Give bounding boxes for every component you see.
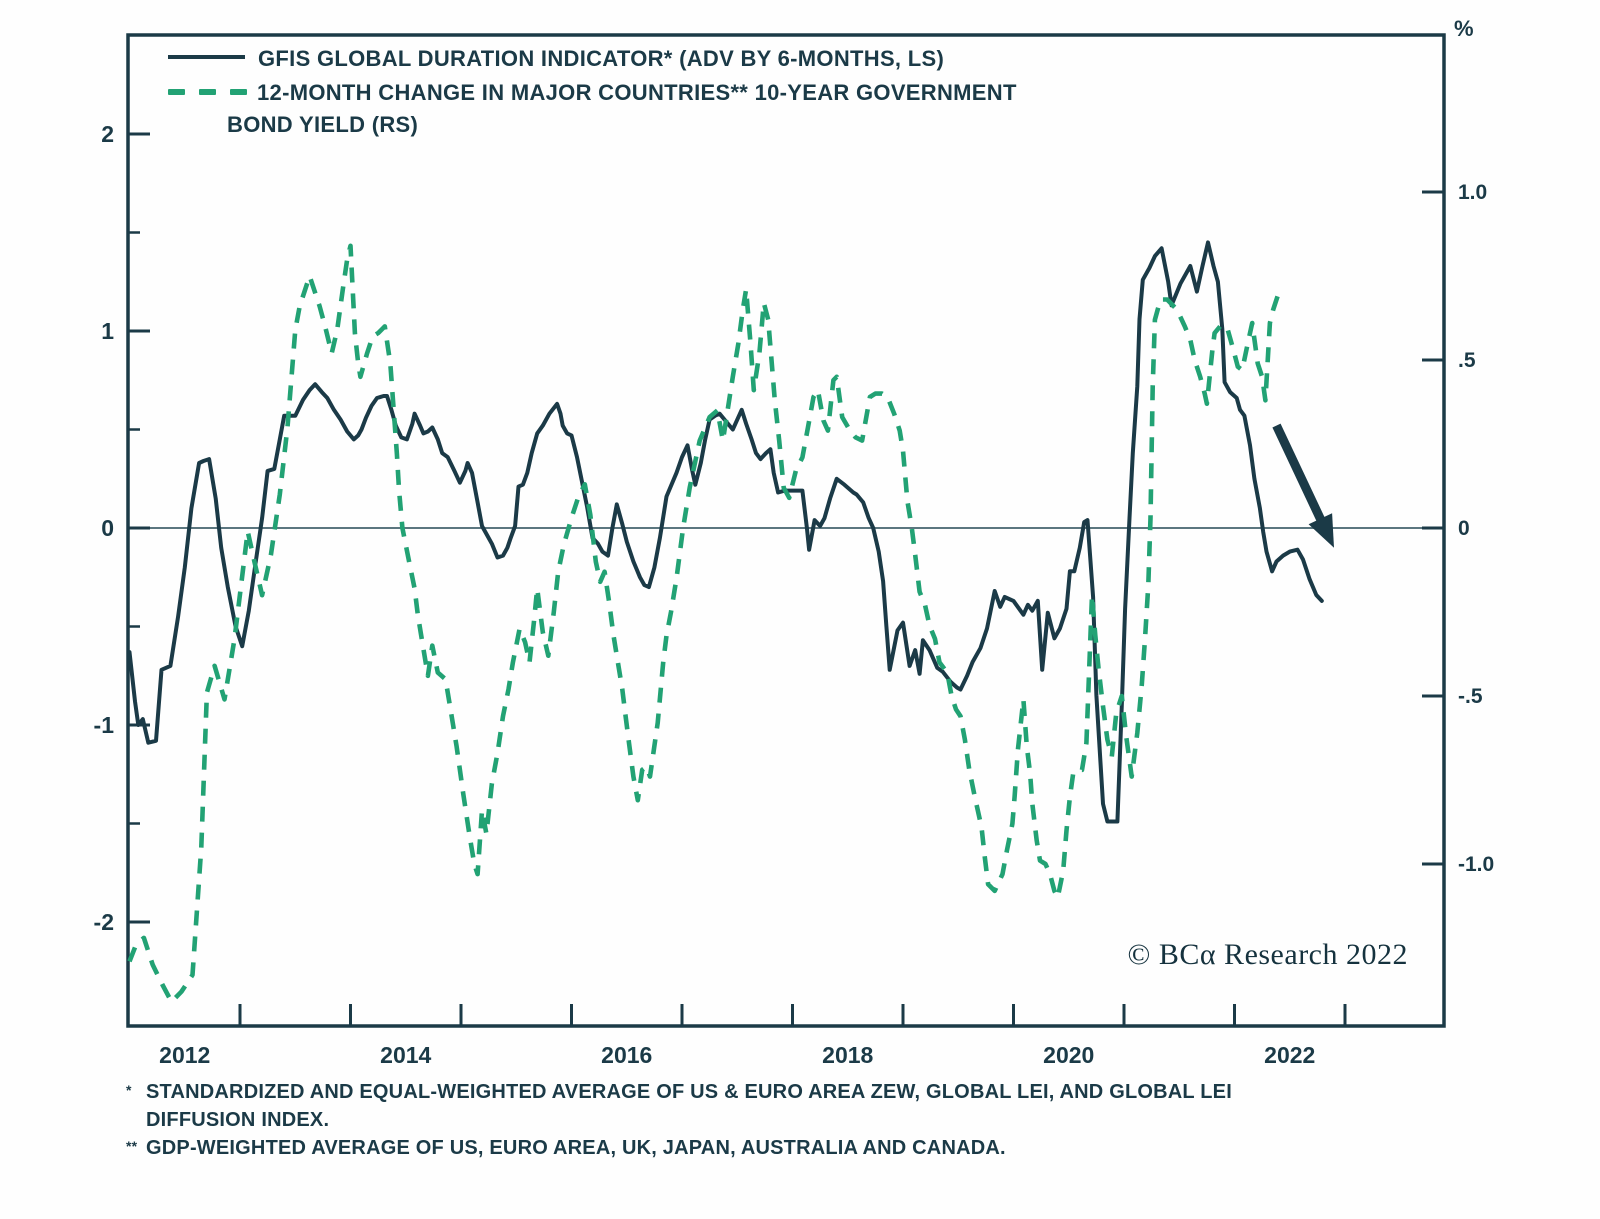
bond-yield-change-line xyxy=(127,243,1280,1005)
x-axis-year-label: 2012 xyxy=(159,1042,210,1068)
x-axis-year-label: 2014 xyxy=(380,1042,431,1068)
footnote-1-line1: STANDARDIZED AND EQUAL-WEIGHTED AVERAGE … xyxy=(146,1081,1232,1103)
right-axis-tick-label: 0 xyxy=(1458,517,1470,540)
downtrend-arrow-shaft xyxy=(1272,423,1327,525)
legend-solid-line-sample xyxy=(168,55,245,59)
right-axis-tick-label: -.5 xyxy=(1458,685,1483,708)
left-axis-tick-label: 2 xyxy=(101,121,114,147)
legend-label-bond-yield-line2: BOND YIELD (RS) xyxy=(227,112,419,137)
legend-dash xyxy=(230,89,247,95)
footnote-2-line1: GDP-WEIGHTED AVERAGE OF US, EURO AREA, U… xyxy=(146,1137,1006,1159)
left-axis-tick-label: -1 xyxy=(94,712,115,738)
footnotes: * STANDARDIZED AND EQUAL-WEIGHTED AVERAG… xyxy=(126,1078,1232,1162)
chart-frame xyxy=(126,33,1446,1028)
x-axis-year-label: 2016 xyxy=(601,1042,652,1068)
right-axis-tick-label: -1.0 xyxy=(1458,853,1494,876)
legend-dashed-line-sample xyxy=(168,89,248,95)
copyright-text: © BCα Research 2022 xyxy=(1127,938,1408,971)
left-axis-tick-label: 1 xyxy=(101,318,114,344)
right-axis-tick-label: .5 xyxy=(1458,349,1476,372)
footnote-1-continued: DIFFUSION INDEX. xyxy=(126,1106,1232,1134)
gfis-duration-line xyxy=(127,240,1324,824)
x-axis-year-label: 2020 xyxy=(1043,1042,1094,1068)
footnote-1-line2: DIFFUSION INDEX. xyxy=(146,1109,330,1131)
footnote-1-marker: * xyxy=(126,1082,132,1098)
x-axis-year-label: 2022 xyxy=(1264,1042,1315,1068)
footnote-2: ** GDP-WEIGHTED AVERAGE OF US, EURO AREA… xyxy=(126,1134,1232,1162)
x-axis-year-label: 2018 xyxy=(822,1042,873,1068)
legend-label-bond-yield-line1: 12-MONTH CHANGE IN MAJOR COUNTRIES** 10-… xyxy=(257,80,1017,105)
left-axis-tick-label: 0 xyxy=(101,515,114,541)
legend-dash xyxy=(168,89,185,95)
footnote-1: * STANDARDIZED AND EQUAL-WEIGHTED AVERAG… xyxy=(126,1078,1232,1106)
footnote-2-marker: ** xyxy=(126,1138,138,1154)
legend-label-gfis: GFIS GLOBAL DURATION INDICATOR* (ADV BY … xyxy=(258,46,945,71)
left-axis-tick-label: -2 xyxy=(94,909,114,935)
downtrend-arrow-head xyxy=(1308,513,1334,548)
legend-dash xyxy=(199,89,216,95)
right-axis-tick-label: 1.0 xyxy=(1458,181,1487,204)
right-axis-unit-label: % xyxy=(1454,16,1475,41)
